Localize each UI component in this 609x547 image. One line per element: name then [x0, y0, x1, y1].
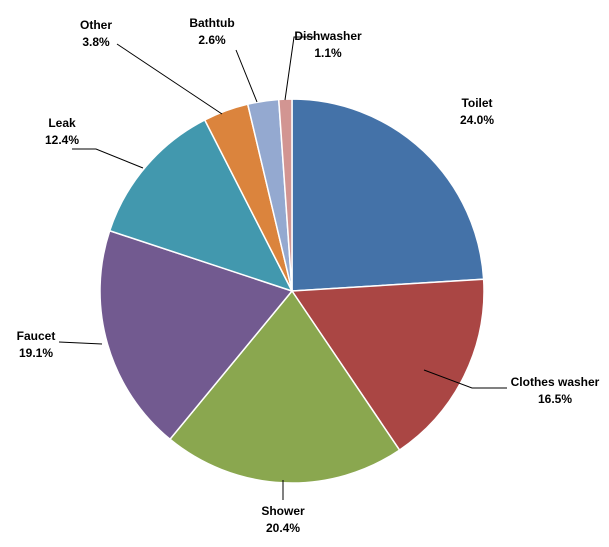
- leader-line-other: [116, 43, 223, 115]
- slice-value-faucet: 19.1%: [19, 346, 53, 360]
- slice-label-dishwasher: Dishwasher: [294, 29, 362, 43]
- slice-label-shower: Shower: [261, 504, 305, 518]
- slice-value-dishwasher: 1.1%: [314, 46, 342, 60]
- slice-value-shower: 20.4%: [266, 521, 300, 535]
- slice-label-other: Other: [80, 18, 112, 32]
- slice-value-other: 3.8%: [82, 35, 110, 49]
- pie-slice-faucet: [99, 229, 294, 441]
- leader-line-bathtub: [235, 49, 258, 103]
- slice-labels: Toilet 24.0% Clothes washer 16.5% Shower 20.4…: [17, 16, 600, 535]
- pie-slice-leak: [108, 118, 294, 293]
- pie-slice-toilet: [291, 98, 485, 292]
- slice-value-clothes-washer: 16.5%: [538, 392, 572, 406]
- leader-line-dishwasher: [284, 36, 315, 101]
- slice-label-toilet: Toilet: [461, 96, 492, 110]
- pie-slice-clothes-washer: [290, 278, 485, 452]
- slice-value-bathtub: 2.6%: [198, 33, 226, 47]
- slice-label-faucet: Faucet: [17, 329, 56, 343]
- leader-line-clothes-washer: [423, 369, 507, 389]
- slice-label-clothes-washer: Clothes washer: [511, 375, 600, 389]
- pie-slices: [99, 98, 485, 484]
- slice-label-leak: Leak: [48, 116, 76, 130]
- leader-line-faucet: [58, 341, 103, 345]
- leader-line-leak: [72, 148, 144, 169]
- slice-label-bathtub: Bathtub: [189, 16, 234, 30]
- leader-lines: [58, 36, 507, 500]
- slice-value-toilet: 24.0%: [460, 113, 494, 127]
- slice-value-leak: 12.4%: [45, 133, 79, 147]
